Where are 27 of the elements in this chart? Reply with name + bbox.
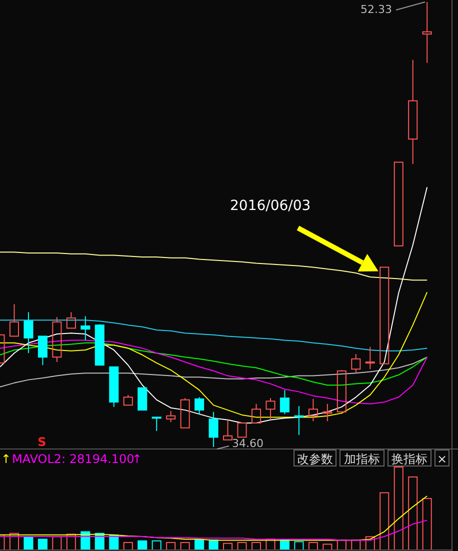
candlestick: [294, 406, 304, 436]
candlestick: [80, 316, 90, 341]
candlestick: [408, 59, 418, 164]
bar: [38, 538, 48, 550]
text: 换指标: [392, 452, 428, 466]
bar: [365, 536, 375, 550]
annotation: 52.33: [360, 3, 392, 16]
candlestick: [24, 312, 34, 354]
text: ↑: [1, 452, 12, 466]
candlestick: [52, 316, 62, 363]
bar: [408, 476, 418, 550]
candlestick: [208, 411, 218, 448]
candlestick: [322, 403, 332, 422]
text: ↑: [132, 452, 142, 466]
annotation: S: [38, 435, 46, 449]
text: 加指标: [344, 452, 380, 466]
bar: [66, 534, 76, 550]
bar: [380, 492, 390, 550]
bar: [422, 498, 432, 550]
bar: [9, 532, 20, 550]
bar: [194, 540, 204, 550]
bar: [394, 466, 404, 550]
text: MAVOL2: 28194.100: [12, 452, 134, 466]
annotation: 2016/06/03: [230, 198, 311, 214]
text: 改参数: [297, 452, 333, 466]
annotation: 34.60: [232, 437, 264, 450]
candlestick: [422, 2, 432, 64]
